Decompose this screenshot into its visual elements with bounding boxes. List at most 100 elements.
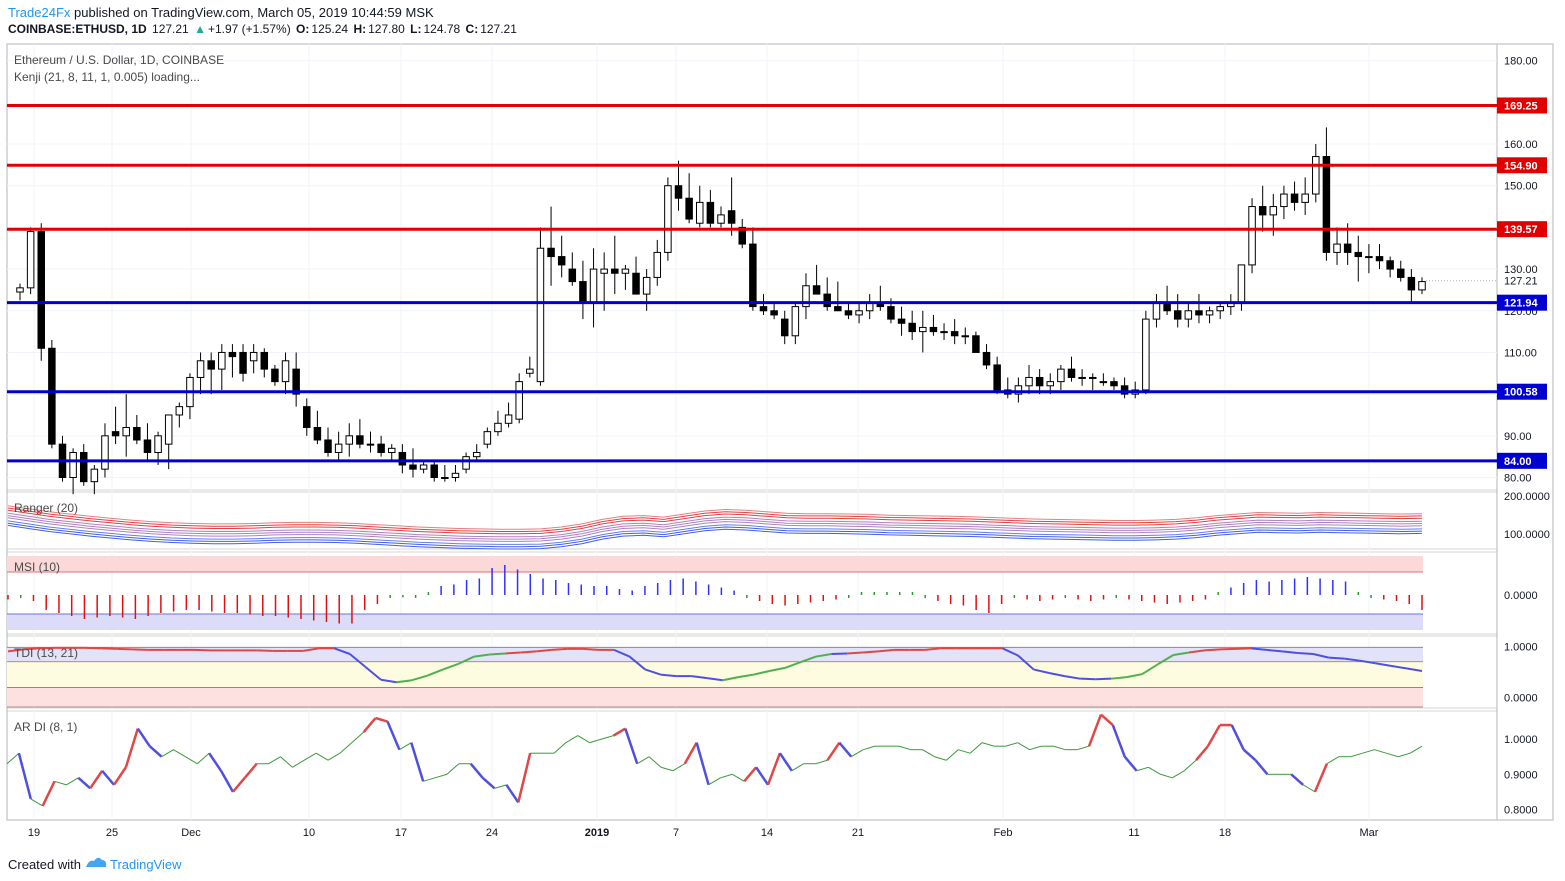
ardi-line-segment: [1087, 714, 1103, 747]
candle-body: [249, 351, 258, 362]
indicator-status: Kenji (21, 8, 11, 1, 0.005) loading...: [14, 70, 200, 84]
ranger-band-line: [7, 515, 1423, 540]
candle-body: [961, 335, 970, 338]
level-label-bg: [1497, 97, 1547, 114]
tdi-line-segment: [1328, 656, 1345, 660]
ardi-tick-label: 1.0000: [1504, 734, 1538, 746]
x-tick-label: Dec: [181, 827, 201, 839]
publisher-link[interactable]: Trade24Fx: [8, 5, 71, 20]
tdi-line-segment: [831, 652, 848, 655]
ardi-line-segment: [778, 752, 793, 772]
tdi-line-segment: [1048, 672, 1065, 678]
ardi-line-segment: [196, 752, 210, 765]
tdi-line-segment: [738, 673, 755, 679]
candle-body: [855, 310, 863, 316]
ardi-line-segment: [601, 735, 614, 740]
tdi-line-segment: [1406, 667, 1423, 672]
ranger-band-line: [7, 517, 1423, 542]
ardi-line-segment: [1005, 742, 1018, 747]
msi-lower-zone: [7, 614, 1423, 630]
candle-body: [557, 256, 566, 266]
tdi-line-segment: [411, 674, 428, 682]
level-label: 121.94: [1504, 298, 1539, 310]
tradingview-link[interactable]: TradingView: [110, 857, 182, 872]
tdi-tick-label: 0.0000: [1504, 693, 1538, 705]
candle-body: [1333, 243, 1341, 253]
ardi-line-segment: [112, 766, 127, 786]
y-tick-label: 90.00: [1504, 431, 1532, 443]
tdi-line-segment: [878, 648, 894, 653]
candle-body: [494, 422, 502, 433]
candle-body: [685, 197, 693, 220]
tdi-line-segment: [1375, 662, 1392, 667]
candle-body: [1184, 310, 1193, 320]
candle-body: [1237, 264, 1246, 303]
chart-border: [6, 43, 1554, 821]
tdi-line-segment: [23, 647, 40, 651]
candle-body: [345, 435, 354, 445]
x-tick-label: 25: [106, 827, 118, 839]
ranger-band-line: [7, 512, 1423, 538]
low-value: 124.78: [423, 22, 461, 36]
open-value: 125.24: [311, 22, 349, 36]
msi-title: MSI (10): [14, 560, 60, 574]
candle-body: [1035, 376, 1044, 387]
ardi-line-segment: [136, 727, 151, 747]
msi-tick-label: 0.0000: [1504, 590, 1538, 602]
ardi-line-segment: [315, 752, 329, 761]
candle-body: [621, 268, 630, 274]
ardi-line-segment: [791, 763, 804, 772]
candle-body: [653, 251, 662, 278]
ardi-line-segment: [934, 756, 947, 761]
ardi-line-segment: [89, 770, 104, 790]
ardi-line-segment: [1326, 756, 1340, 765]
ardi-line-segment: [124, 728, 139, 768]
tdi-line-segment: [505, 651, 521, 655]
ardi-line-segment: [720, 773, 733, 779]
candle-body: [48, 347, 56, 445]
y-tick-label: 80.00: [1504, 472, 1532, 484]
y-tick-label: 150.00: [1504, 181, 1538, 193]
ardi-line-segment: [481, 776, 496, 790]
x-tick-label: Feb: [994, 827, 1013, 839]
tdi-line-segment: [364, 666, 382, 681]
tdi-line-segment: [1173, 651, 1190, 657]
tdi-line-segment: [1157, 654, 1174, 666]
candle-body: [111, 431, 120, 437]
tdi-line-segment: [691, 675, 708, 680]
ardi-line-segment: [743, 766, 758, 783]
candle-body: [37, 231, 45, 349]
candle-body: [1152, 301, 1161, 320]
level-label-bg: [1497, 452, 1547, 469]
candle-body: [377, 443, 385, 453]
candle-body: [1088, 376, 1097, 379]
publish-info: Trade24Fx published on TradingView.com, …: [8, 4, 434, 21]
ardi-line-segment: [1183, 759, 1197, 772]
ardi-line-segment: [660, 766, 674, 772]
candle-body: [1110, 381, 1118, 387]
tdi-line-segment: [660, 673, 677, 678]
tdi-mid-zone: [7, 661, 1423, 688]
candle-body: [940, 331, 948, 334]
level-label-bg: [1497, 221, 1547, 238]
footer: Created with TradingView: [8, 855, 182, 872]
tdi-line-segment: [551, 647, 568, 651]
tdi-lower-zone: [7, 687, 1423, 707]
ardi-line-segment: [766, 752, 782, 786]
ardi-line-segment: [589, 738, 602, 744]
msi-bars: [7, 565, 1423, 624]
ranger-band-line: [7, 509, 1423, 535]
ardi-line-segment: [517, 752, 532, 803]
candle-body: [366, 443, 375, 446]
candle-body: [950, 331, 959, 337]
candle-body: [887, 306, 895, 320]
ardi-line-segment: [208, 752, 223, 772]
ardi-line-segment: [339, 742, 353, 754]
candle-body: [929, 326, 938, 333]
ardi-line-segment: [862, 745, 876, 751]
tdi-line-segment: [644, 668, 661, 676]
candle-body: [526, 368, 534, 374]
candle-body: [1057, 368, 1065, 383]
level-label-bg: [1497, 383, 1547, 400]
